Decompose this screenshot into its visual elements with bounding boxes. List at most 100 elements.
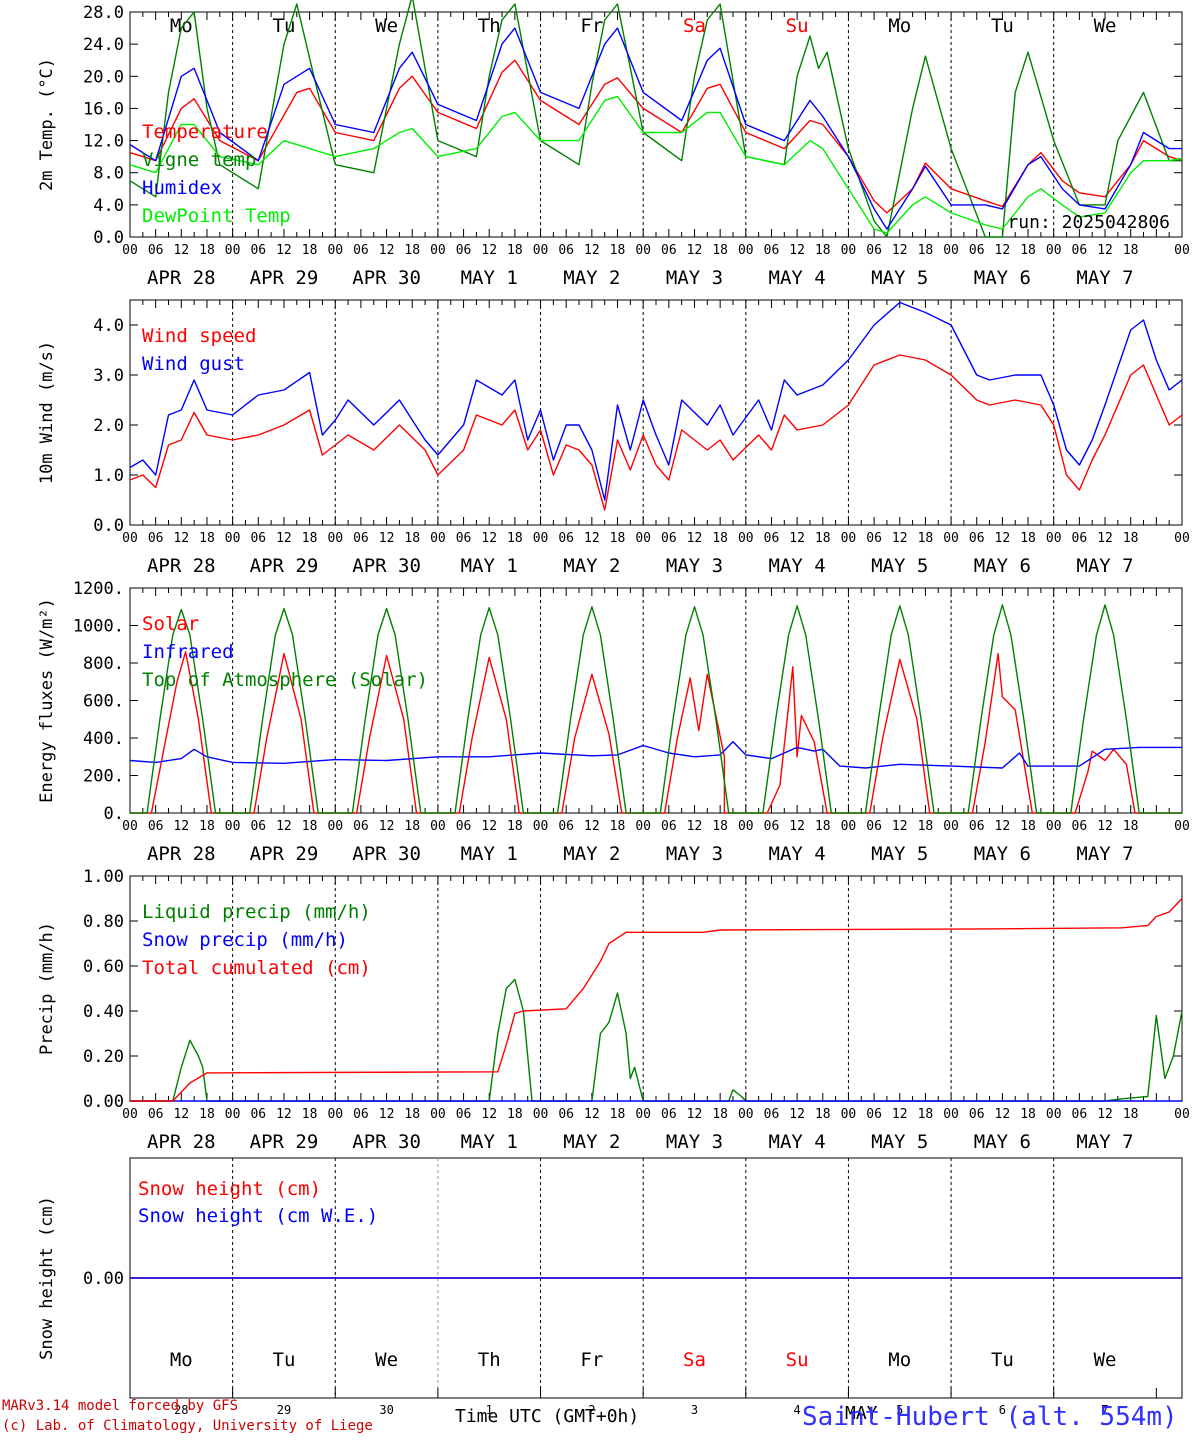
hour-label: 18 xyxy=(712,531,728,546)
legend-entry: Snow height (cm) xyxy=(138,1178,321,1200)
y-tick-label: 4.0 xyxy=(93,316,124,336)
series-line xyxy=(130,604,1182,814)
date-label: MAY 6 xyxy=(974,555,1031,577)
hour-label: 12 xyxy=(789,243,805,258)
hour-label: 18 xyxy=(1020,243,1036,258)
hour-label: 06 xyxy=(1072,531,1088,546)
hour-label: 18 xyxy=(815,531,831,546)
date-label: MAY 2 xyxy=(563,843,620,865)
date-label: APR 29 xyxy=(250,1131,319,1153)
hour-label: 00 xyxy=(635,1107,651,1122)
day-number-label: 30 xyxy=(379,1403,393,1417)
hour-label: 12 xyxy=(1097,531,1113,546)
hour-label: 00 xyxy=(327,1107,343,1122)
hour-label: 00 xyxy=(533,531,549,546)
hour-label: 00 xyxy=(738,243,754,258)
y-tick-label: 0.0 xyxy=(93,516,124,536)
weekday-label: Sa xyxy=(683,15,706,37)
y-tick-label: 0. xyxy=(104,804,124,824)
hour-label: 12 xyxy=(481,243,497,258)
hour-label: 00 xyxy=(635,819,651,834)
hour-label: 00 xyxy=(1174,531,1190,546)
hour-label: 18 xyxy=(404,531,420,546)
day-number-label: 29 xyxy=(277,1403,291,1417)
series-line xyxy=(129,0,1182,238)
hour-label: 12 xyxy=(173,531,189,546)
panel-frame xyxy=(129,11,1183,238)
hour-label: 00 xyxy=(738,819,754,834)
date-label: MAY 7 xyxy=(1076,267,1133,289)
hour-label: 00 xyxy=(430,819,446,834)
y-tick-label: 0.60 xyxy=(83,957,124,977)
hour-label: 12 xyxy=(276,1107,292,1122)
hour-label: 00 xyxy=(122,243,138,258)
day-number-label: 1 xyxy=(486,1403,493,1417)
hour-label: 18 xyxy=(610,1107,626,1122)
series-line xyxy=(129,741,1182,769)
hour-label: 12 xyxy=(173,1107,189,1122)
hour-label: 00 xyxy=(327,243,343,258)
hour-label: 12 xyxy=(1097,243,1113,258)
date-label: APR 30 xyxy=(352,267,421,289)
weekday-label: Sa xyxy=(683,1349,706,1371)
legend-entry: Vigne temp xyxy=(142,149,256,171)
hour-label: 00 xyxy=(738,531,754,546)
hour-label: 06 xyxy=(1072,1107,1088,1122)
date-label: MAY 4 xyxy=(769,267,826,289)
hour-label: 12 xyxy=(481,531,497,546)
hour-label: 18 xyxy=(610,819,626,834)
weekday-label: Th xyxy=(478,1349,501,1371)
weekday-label: Tu xyxy=(991,15,1014,37)
y-tick-label: 1.0 xyxy=(93,466,124,486)
y-tick-label: 200. xyxy=(83,767,124,787)
date-label: MAY 4 xyxy=(769,843,826,865)
legend-entry: Temperature xyxy=(142,121,268,143)
hour-label: 00 xyxy=(738,1107,754,1122)
hour-label: 18 xyxy=(918,531,934,546)
hour-label: 00 xyxy=(635,531,651,546)
hour-label: 12 xyxy=(584,1107,600,1122)
hour-label: 18 xyxy=(302,531,318,546)
hour-label: 06 xyxy=(764,531,780,546)
hour-label: 12 xyxy=(892,1107,908,1122)
date-label: MAY 5 xyxy=(871,267,928,289)
weekday-label: Su xyxy=(786,15,809,37)
weekday-label: Su xyxy=(786,1349,809,1371)
hour-label: 06 xyxy=(353,1107,369,1122)
hour-label: 06 xyxy=(558,819,574,834)
hour-label: 12 xyxy=(584,819,600,834)
hour-label: 12 xyxy=(173,819,189,834)
day-number-label: 5 xyxy=(896,1403,903,1417)
hour-label: 00 xyxy=(225,531,241,546)
hour-label: 06 xyxy=(250,243,266,258)
y-tick-label: 2.0 xyxy=(93,416,124,436)
legend-entry: Top of Atmosphere (Solar) xyxy=(142,669,428,691)
hour-label: 06 xyxy=(456,243,472,258)
hour-label: 18 xyxy=(1020,819,1036,834)
weekday-label: We xyxy=(1094,15,1117,37)
date-label: MAY 7 xyxy=(1076,843,1133,865)
panel-frame xyxy=(129,299,1183,526)
hour-label: 00 xyxy=(841,1107,857,1122)
legend-entry: Snow height (cm W.E.) xyxy=(138,1205,378,1227)
date-label: MAY 3 xyxy=(666,843,723,865)
hour-label: 12 xyxy=(276,819,292,834)
date-label: MAY 2 xyxy=(563,555,620,577)
hour-label: 00 xyxy=(943,243,959,258)
y-axis-label: Snow height (cm) xyxy=(37,1196,57,1360)
hour-label: 12 xyxy=(276,531,292,546)
hour-label: 06 xyxy=(969,531,985,546)
y-tick-label: 400. xyxy=(83,729,124,749)
hour-label: 00 xyxy=(122,531,138,546)
hour-label: 18 xyxy=(302,243,318,258)
date-label: MAY 3 xyxy=(666,555,723,577)
hour-label: 06 xyxy=(148,819,164,834)
date-label: APR 29 xyxy=(250,555,319,577)
hour-label: 12 xyxy=(687,1107,703,1122)
day-number-label: 2 xyxy=(588,1403,595,1417)
hour-label: 18 xyxy=(1123,243,1139,258)
hour-label: 06 xyxy=(148,243,164,258)
day-number-label: 28 xyxy=(174,1403,188,1417)
hour-label: 00 xyxy=(1046,531,1062,546)
series-line xyxy=(129,301,1183,501)
